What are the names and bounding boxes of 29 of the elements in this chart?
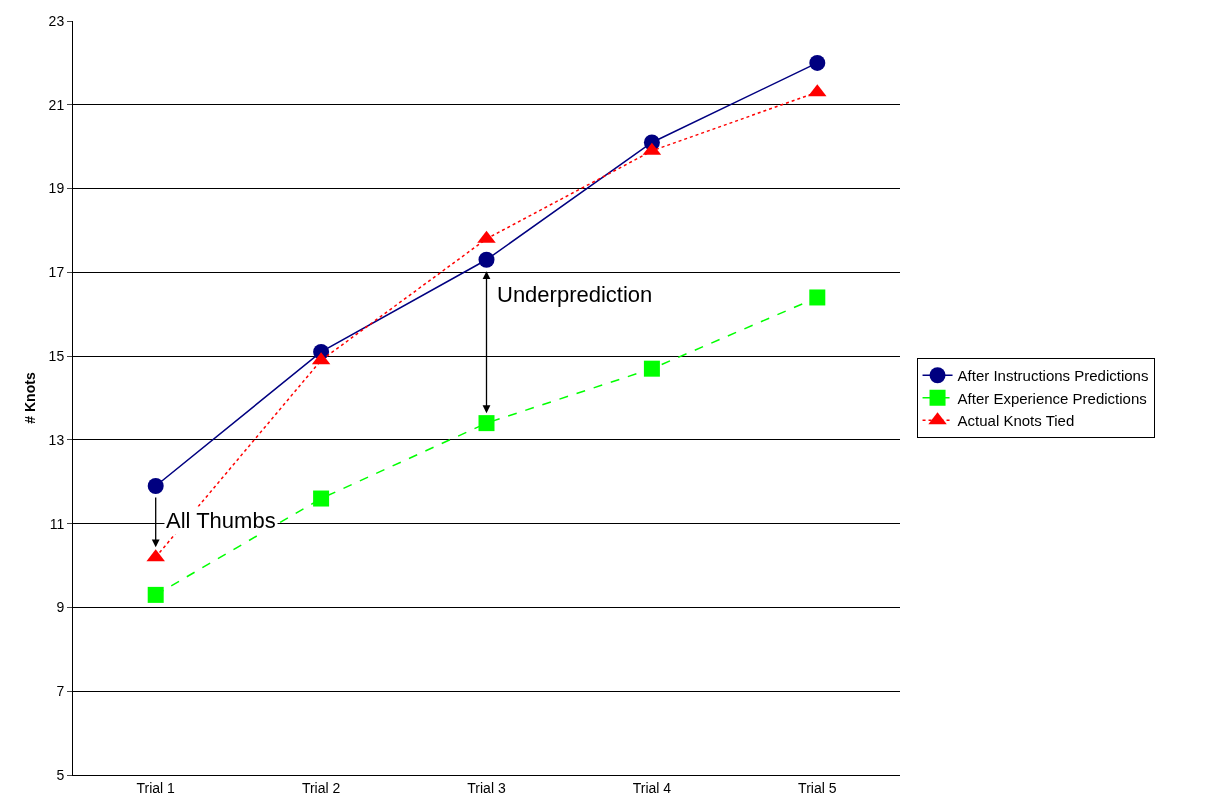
- annotation: All Thumbs: [166, 508, 276, 533]
- point: [643, 360, 660, 377]
- y-tick-label: 9: [56, 599, 65, 616]
- legend-label: After Experience Predictions: [957, 389, 1147, 407]
- point: [478, 415, 495, 432]
- x-tick-label: Trial 1: [136, 779, 176, 796]
- y-tick-label: 23: [48, 12, 65, 29]
- y-tick-label: 21: [48, 96, 65, 113]
- annotation: Underprediction: [497, 282, 653, 307]
- y-tick-label: 13: [48, 431, 65, 448]
- x-tick-label: Trial 4: [632, 779, 672, 796]
- y-tick-label: 19: [48, 180, 65, 197]
- point: [313, 490, 330, 507]
- y-tick-label: 15: [48, 348, 65, 365]
- point: [809, 289, 826, 306]
- point: [809, 54, 826, 71]
- x-tick-label: Trial 2: [301, 779, 341, 796]
- legend-label: After Instructions Predictions: [957, 367, 1149, 385]
- point: [147, 586, 164, 603]
- point: [147, 477, 164, 494]
- y-tick-label: 17: [48, 264, 65, 281]
- y-tick-label: 11: [49, 515, 65, 532]
- point: [478, 251, 495, 268]
- y-tick-label: 5: [56, 766, 65, 783]
- y-tick-label: 7: [56, 683, 65, 700]
- x-tick-label: Trial 3: [467, 779, 506, 796]
- y-axis-title: # Knots: [22, 372, 38, 424]
- x-tick-label: Trial 5: [798, 779, 837, 796]
- legend-label: Actual Knots Tied: [957, 412, 1075, 430]
